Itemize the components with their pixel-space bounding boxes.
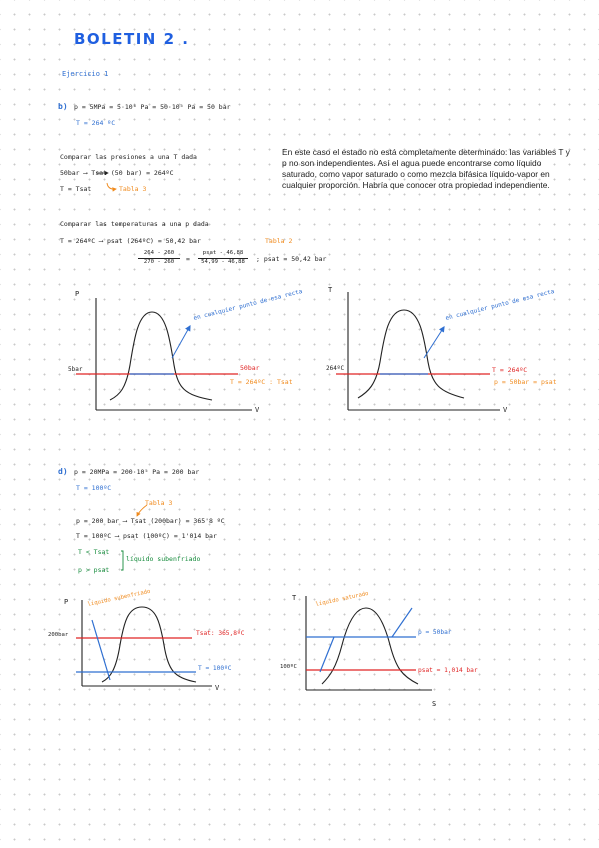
part-b-letter: b): [58, 102, 68, 111]
part-d-pressure: p = 20MPa = 200·10⁵ Pa = 200 bar: [74, 468, 200, 476]
x-axis-label: V: [255, 406, 260, 414]
exercise-label: Ejercicio 1: [62, 70, 109, 78]
compare-temperature-heading: Comparar las temperaturas a una p dada: [60, 220, 209, 228]
blue-line-label: p = 50bar: [418, 629, 452, 636]
left-tick-label: 264ºC: [326, 365, 344, 372]
red-line-label: Tsat: 365,8ºC: [196, 630, 245, 637]
isobar-line: [391, 607, 413, 638]
saturation-dome: [321, 607, 419, 685]
tabla2-ref: Tabla 2: [265, 237, 293, 245]
chart-b-tv: T V 264ºC en cualquier punto de esa rect…: [326, 286, 557, 414]
y-axis-label: P: [64, 598, 68, 606]
page-title: BOLETIN 2 .: [74, 30, 190, 48]
isobar-line: [319, 636, 335, 673]
part-d-temperature: T = 100ºC: [76, 484, 112, 492]
part-d-psat-line: T = 100ºC ⟶ psat (100ºC) = 1'014 bar: [76, 532, 217, 540]
part-d-tsat-line: p = 200 bar ⟶ Tsat (200bar) = 365'8 ºC: [76, 517, 225, 525]
interp-result: ; psat = 50,42 bar: [256, 255, 327, 263]
arrow-icon: [136, 504, 148, 517]
part-d-tabla3: Tabla 3: [145, 499, 173, 507]
interp-right-den: 54,99 - 46,88: [201, 258, 245, 265]
isotherm-line: [91, 619, 111, 681]
interp-left-fraction: 264 - 260 270 - 260: [138, 250, 180, 265]
x-axis-label: V: [215, 684, 220, 692]
x-axis-label: S: [432, 700, 436, 708]
part-b-temperature: T = 264 ºC: [76, 119, 116, 127]
interp-right-num: psat - 46,88: [202, 250, 244, 256]
psat-line: T = 264ºC ⟶ psat (264ºC) = 50,42 bar: [60, 237, 201, 245]
orange-label: T = 264ºC : Tsat: [230, 378, 293, 386]
region-label: líquido saturado: [315, 590, 369, 608]
arrow-icon: [423, 325, 445, 359]
tabla3-ref: Tabla 3: [119, 185, 147, 193]
orange-label: p = 50bar = psat: [494, 378, 557, 386]
t-equals-tsat: T = Tsat: [60, 185, 92, 193]
interp-left-num: 264 - 260: [143, 250, 175, 256]
annotation-text: en cualquier punto de esa recta: [445, 288, 556, 322]
p-greater-psat: p > psat: [78, 566, 110, 574]
red-line-label: psat = 1,014 bar: [418, 667, 478, 674]
left-tick-label: 100ºC: [280, 663, 297, 670]
subcooled-label: líquido subenfriado: [126, 555, 201, 563]
interp-left-den: 270 - 260: [143, 258, 175, 265]
chart-b-pv: P V 5bar en cualquier punto de esa recta…: [68, 288, 304, 414]
red-line-label: 50bar: [240, 364, 260, 372]
interp-right-fraction: psat - 46,88 54,99 - 46,88: [198, 250, 248, 265]
saturation-dome: [101, 606, 197, 683]
x-axis-label: V: [503, 406, 508, 414]
chart-d-pv: P V 200bar líquido subenfriado Tsat: 365…: [48, 588, 245, 692]
left-tick-label: 200bar: [48, 632, 69, 638]
part-b-pressure: p = 5MPa = 5·10⁶ Pa = 50·10⁵ Pa = 50 bar: [74, 103, 231, 111]
chart-d-ts: T S 100ºC líquido saturado p = 50bar psa…: [280, 590, 478, 708]
arrow-icon: [171, 324, 191, 359]
y-axis-label: T: [328, 286, 333, 294]
interp-equals: =: [186, 255, 190, 263]
y-axis-label: P: [75, 290, 79, 298]
t-less-tsat: T < Tsat: [78, 548, 110, 556]
saturation-dome: [109, 311, 213, 401]
region-label: líquido subenfriado: [87, 588, 151, 608]
annotation-text: en cualquier punto de esa recta: [193, 288, 304, 322]
brace-icon: [121, 550, 124, 571]
arrow-icon: [106, 182, 117, 192]
compare-pressure-heading: Comparar las presiones a una T dada: [60, 153, 197, 161]
part-d-letter: d): [58, 467, 68, 476]
y-axis-label: T: [292, 594, 297, 602]
saturation-dome: [357, 309, 465, 399]
tsat-line: 50bar ⟶ Tsat (50 bar) = 264ºC: [60, 169, 174, 177]
explanatory-note: En este caso el estado no está completam…: [282, 147, 570, 190]
blue-line-label: T = 100ºC: [198, 665, 232, 672]
left-tick-label: 5bar: [68, 366, 83, 373]
red-line-label: T = 264ºC: [492, 366, 527, 374]
